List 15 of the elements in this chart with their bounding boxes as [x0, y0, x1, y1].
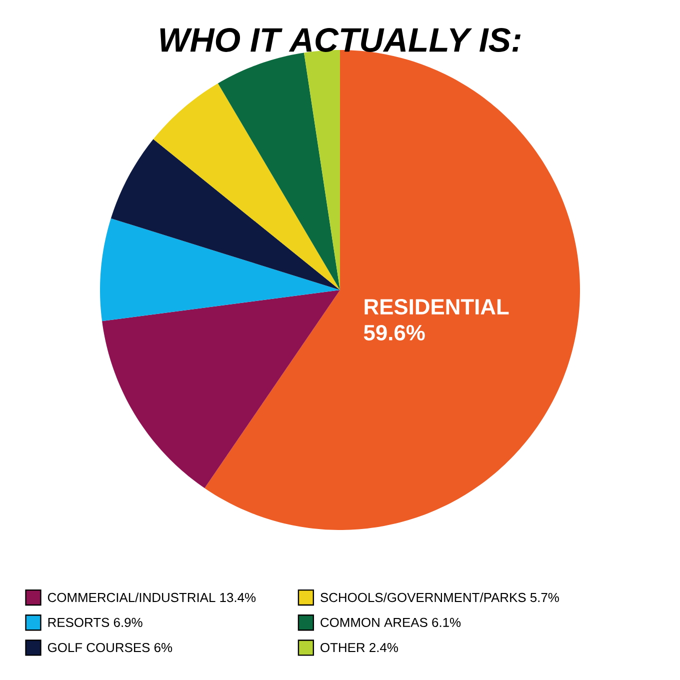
slice-label: RESIDENTIAL: [364, 299, 509, 315]
data-label: 6.9%: [114, 618, 142, 628]
legend-label: COMMON AREAS: [320, 618, 428, 628]
data-label: 6%: [154, 642, 172, 652]
data-label: 5.7%: [530, 592, 559, 602]
data-label: 13.4%: [220, 592, 256, 602]
data-label: 2.4%: [370, 642, 398, 652]
legend-label: SCHOOLS/GOVERNMENT/PARKS: [320, 592, 526, 602]
data-label: 59.6%: [364, 324, 425, 340]
legend-label: OTHER: [320, 642, 365, 652]
data-label: 6.1%: [432, 618, 461, 628]
legend-label: GOLF COURSES: [48, 642, 150, 652]
legend-label: COMMERCIAL/INDUSTRIAL: [48, 592, 216, 602]
chart-title: WHO IT ACTUALLY IS:: [160, 28, 520, 52]
legend-label: RESORTS: [48, 618, 110, 628]
